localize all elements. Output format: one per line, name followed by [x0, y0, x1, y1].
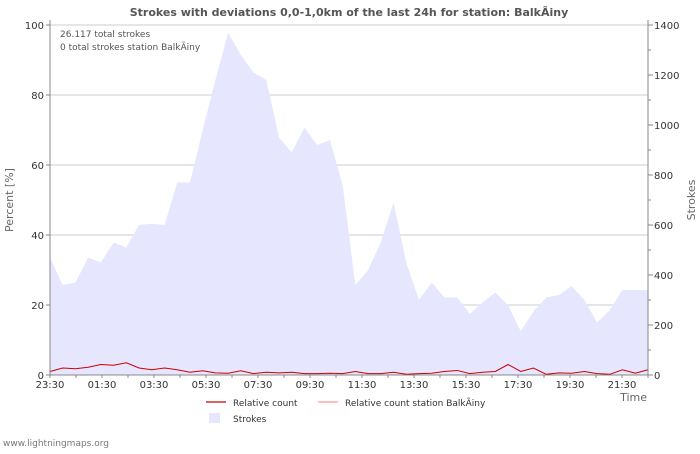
relative-count-line: [49, 362, 649, 375]
right-axis-ticks: 0 200 400 600 800 1000 1200 1400: [648, 21, 679, 382]
legend-swatch-strokes: [209, 413, 220, 423]
legend-label-relative-count-station: Relative count station BalkÃiny: [345, 398, 486, 409]
y-left-tick-label-4: 80: [31, 91, 44, 102]
y-right-tick-label-1: 200: [654, 321, 673, 332]
axes: [49, 20, 649, 376]
y-right-tick-label-0: 0: [654, 371, 660, 382]
legend-label-relative-count: Relative count: [233, 399, 298, 409]
x-axis-label: Time: [619, 391, 647, 404]
y-right-tick-label-5: 1000: [654, 121, 679, 132]
x-tick-label-4: 07:30: [244, 380, 273, 391]
y-right-tick-label-7: 1400: [654, 21, 679, 32]
chart-title: Strokes with deviations 0,0-1,0km of the…: [130, 6, 569, 19]
x-tick-label-7: 13:30: [400, 380, 429, 391]
x-axis-ticks: 23:30 01:30 03:30 05:30 07:30 09:30 11:30 13:30…: [36, 375, 649, 391]
x-tick-label-2: 03:30: [140, 380, 169, 391]
y-axis-right-label: Strokes: [685, 179, 698, 220]
x-tick-label-10: 19:30: [556, 380, 585, 391]
x-tick-label-8: 15:30: [452, 380, 481, 391]
y-left-tick-label-0: 0: [38, 371, 44, 382]
y-right-tick-label-3: 600: [654, 221, 673, 232]
y-right-tick-label-2: 400: [654, 271, 673, 282]
y-left-tick-label-2: 40: [31, 231, 44, 242]
x-tick-label-5: 09:30: [296, 380, 325, 391]
total-strokes-annotation: 26.117 total strokes: [60, 30, 150, 40]
y-axis-left-label: Percent [%]: [3, 168, 16, 232]
x-tick-label-11: 21:30: [608, 380, 637, 391]
y-right-tick-label-6: 1200: [654, 71, 679, 82]
legend-label-strokes: Strokes: [233, 415, 267, 425]
x-tick-label-1: 01:30: [88, 380, 117, 391]
y-left-tick-label-1: 20: [31, 301, 44, 312]
y-left-tick-label-5: 100: [25, 21, 44, 32]
y-right-tick-label-4: 800: [654, 171, 673, 182]
station-strokes-annotation: 0 total strokes station BalkÃiny: [60, 42, 201, 53]
strokes-area: [50, 32, 648, 375]
strokes-area-layer: [50, 32, 648, 375]
left-axis-ticks: 0 20 40 60 80 100: [25, 21, 50, 382]
x-tick-label-9: 17:30: [504, 380, 533, 391]
x-tick-label-0: 23:30: [36, 380, 65, 391]
legend: Relative count Relative count station Ba…: [206, 398, 486, 425]
y-left-tick-label-3: 60: [31, 161, 44, 172]
x-tick-label-6: 11:30: [348, 380, 377, 391]
x-tick-label-3: 05:30: [192, 380, 221, 391]
footer-credit: www.lightningmaps.org: [3, 439, 109, 449]
